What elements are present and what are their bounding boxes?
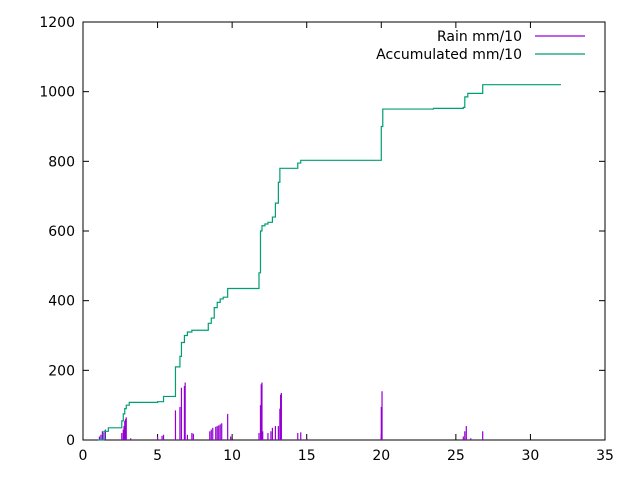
legend: Rain mm/10 Accumulated mm/10 bbox=[376, 29, 585, 63]
series-accumulated-line bbox=[97, 84, 561, 441]
series-rain-impulses bbox=[98, 382, 484, 440]
y-tick-label: 800 bbox=[48, 154, 75, 170]
axis-tick-labels: 0 5 10 15 20 25 30 35 0 200 400 600 800 1000 1200 bbox=[39, 15, 614, 464]
y-tick-label: 1200 bbox=[39, 15, 75, 31]
x-tick-label: 30 bbox=[522, 448, 540, 464]
x-tick-label: 20 bbox=[372, 448, 390, 464]
axis-ticks bbox=[82, 21, 606, 441]
y-tick-label: 0 bbox=[66, 433, 75, 449]
x-tick-label: 15 bbox=[298, 448, 316, 464]
y-tick-label: 400 bbox=[48, 294, 75, 310]
x-tick-label: 25 bbox=[447, 448, 465, 464]
x-tick-label: 35 bbox=[596, 448, 614, 464]
x-tick-label: 10 bbox=[223, 448, 241, 464]
legend-label-rain: Rain mm/10 bbox=[437, 29, 522, 45]
y-tick-label: 200 bbox=[48, 363, 75, 379]
y-tick-label: 1000 bbox=[39, 85, 75, 101]
y-tick-label: 600 bbox=[48, 224, 75, 240]
x-tick-label: 5 bbox=[153, 448, 162, 464]
legend-label-accumulated: Accumulated mm/10 bbox=[376, 47, 522, 63]
x-tick-label: 0 bbox=[79, 448, 88, 464]
